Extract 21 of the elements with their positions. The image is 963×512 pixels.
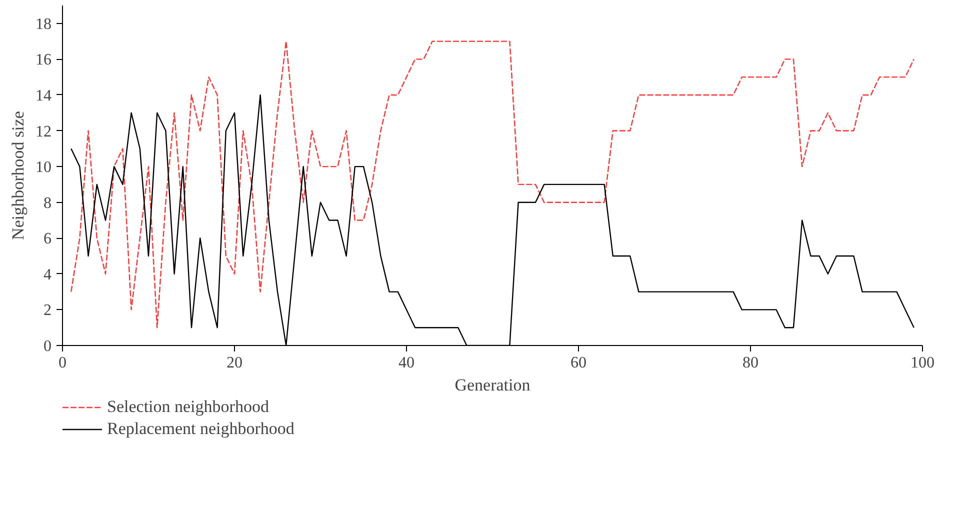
x-axis-title: Generation [454,376,531,394]
x-tick-label: 80 [742,354,758,372]
y-tick-label: 0 [44,338,52,355]
legend-label: Replacement neighborhood [107,419,294,439]
y-tick-label: 10 [36,159,52,176]
y-tick-label: 8 [44,194,52,212]
x-tick-label: 40 [398,354,414,372]
y-tick-label: 14 [36,87,52,104]
y-tick-label: 16 [36,52,52,69]
legend-label: Selection neighborhood [107,397,269,417]
y-tick-label: 12 [36,123,52,140]
x-tick-label: 100 [910,354,934,372]
x-tick-label: 20 [226,354,242,372]
y-tick-label: 6 [44,230,52,248]
y-tick-label: 2 [44,302,52,320]
x-tick-label: 0 [58,354,66,372]
line-series [70,40,914,328]
y-tick-label: 18 [36,16,52,33]
y-tick-label: 4 [44,266,52,284]
y-axis-title: Neighborhood size [8,111,28,240]
x-tick-label: 60 [570,354,586,372]
